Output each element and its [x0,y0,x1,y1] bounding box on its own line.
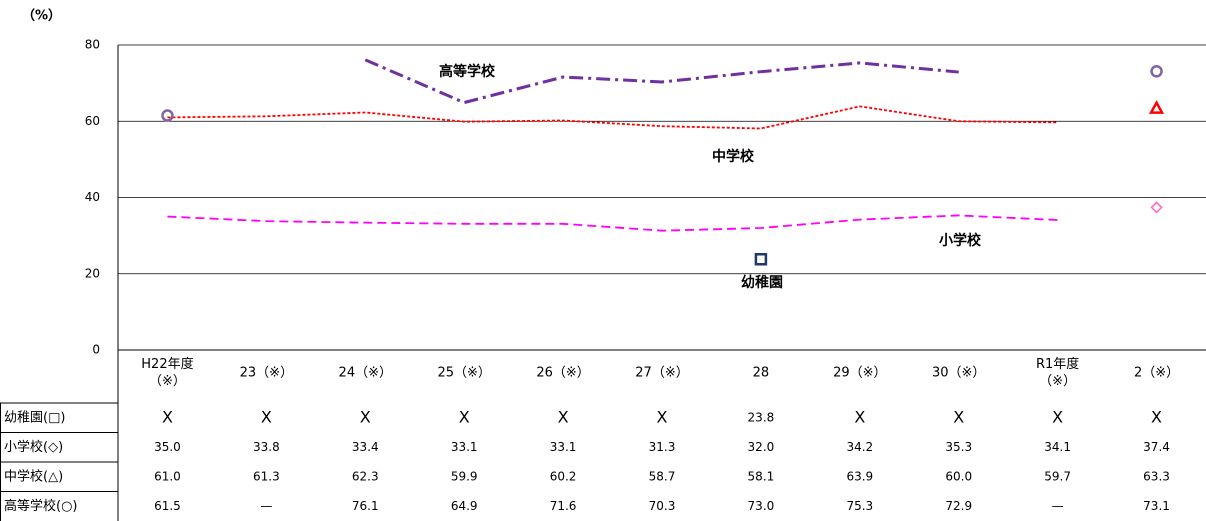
table-cell: 35.3 [945,440,972,454]
table-cell: 31.3 [649,440,676,454]
table-cell: X [261,407,272,426]
table-cell: 60.2 [550,469,577,483]
series-line [167,214,1058,232]
table-cell: — [1052,499,1064,513]
marker [1150,65,1163,78]
series-line [364,58,959,105]
table-cell: 58.1 [748,469,775,483]
y-tick-label: 60 [85,114,100,128]
x-tick-label: 27（※） [635,365,689,381]
x-tick-label: 29（※） [833,365,887,381]
table-cell: 63.9 [846,469,873,483]
y-tick-label: 80 [85,38,100,52]
x-tick-label: 30（※） [932,365,986,381]
series-label: 幼稚園 [741,274,783,291]
table-cell: 70.3 [649,499,676,513]
table-cell: 71.6 [550,499,577,513]
table-cell: 64.9 [451,499,478,513]
table-cell: X [1052,407,1063,426]
table-cell: — [260,499,272,513]
x-tick-label: R1年度 （※） [1035,357,1080,389]
table-cell: 73.0 [748,499,775,513]
series-label: 高等学校 [439,63,496,80]
table-cell: 32.0 [748,440,775,454]
series-label: 中学校 [712,148,755,165]
table-cell: 61.5 [154,499,181,513]
table-cell: 59.7 [1044,469,1071,483]
table-cell: 59.9 [451,469,478,483]
marker [161,109,174,122]
table-cell: 33.8 [253,440,280,454]
marker [1150,201,1163,214]
row-header: 高等学校(○) [4,498,78,514]
table-cell: X [1151,407,1162,426]
table-cell: 34.1 [1044,440,1071,454]
table-cell: 61.0 [154,469,181,483]
y-tick-label: 20 [85,266,100,280]
x-tick-label: H22年度 （※） [141,357,194,389]
table-cell: X [162,407,173,426]
unit-label: （%） [22,8,61,24]
y-tick-label: 40 [85,190,100,204]
table-cell: 35.0 [154,440,181,454]
table-cell: 23.8 [748,410,775,424]
table-cell: 75.3 [846,499,873,513]
row-header: 小学校(◇) [4,439,63,455]
table-cell: X [459,407,470,426]
table-cell: X [657,407,668,426]
table-cell: X [953,407,964,426]
table-cell: 62.3 [352,469,379,483]
table-cell: 76.1 [352,499,379,513]
marker [1148,100,1165,114]
table-cell: 34.2 [846,440,873,454]
table-cell: 61.3 [253,469,280,483]
x-tick-label: 24（※） [338,365,392,381]
x-tick-label: 2（※） [1133,365,1180,381]
row-header: 中学校(△) [4,468,63,484]
table-cell: 60.0 [945,469,972,483]
table-cell: 33.1 [451,440,478,454]
series-label: 小学校 [939,232,982,249]
table-cell: 37.4 [1143,440,1170,454]
row-header: 幼稚園(□) [4,410,65,425]
marker [754,253,768,266]
table-cell: X [558,407,569,426]
x-tick-label: 28 [752,365,770,381]
table-cell: 63.3 [1143,469,1170,483]
table-cell: X [854,407,865,426]
x-tick-label: 26（※） [536,365,590,381]
table-cell: 33.4 [352,440,379,454]
series-line [167,105,1058,130]
x-tick-label: 23（※） [239,365,294,381]
y-tick-label: 0 [92,343,100,357]
table-cell: 72.9 [945,499,972,513]
table-cell: 73.1 [1143,499,1170,513]
table-cell: 33.1 [550,440,577,454]
table-cell: X [360,407,371,426]
x-tick-label: 25（※） [437,365,491,381]
table-cell: 58.7 [649,469,676,483]
